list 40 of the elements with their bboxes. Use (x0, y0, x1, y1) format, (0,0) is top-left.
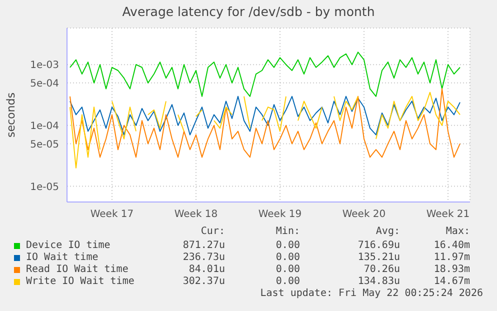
text: 0.00 (274, 252, 300, 263)
y-tick-label: 1e-05 (30, 182, 59, 193)
text: Min: (274, 226, 300, 237)
text: 14.67m (432, 276, 470, 287)
text: 716.69u (356, 240, 400, 251)
line-series (70, 52, 460, 97)
y-tick-label: 1e-04 (30, 120, 59, 132)
x-tick-label: Week 18 (174, 209, 218, 220)
text: Max: (444, 226, 470, 237)
x-tick-label: Week 21 (426, 209, 470, 220)
text: 302.37u (182, 276, 225, 287)
legend-label: Device IO time (26, 240, 110, 251)
text: 16.40m (432, 240, 470, 251)
text: 135.21u (356, 252, 400, 263)
x-tick-label: Week 17 (90, 209, 134, 220)
text: Cur: (200, 226, 225, 237)
text: 134.83u (356, 276, 400, 287)
y-tick-label: 5e-05 (30, 139, 59, 150)
line-series (70, 96, 460, 136)
text: 11.97m (432, 252, 470, 263)
text: 0.00 (274, 240, 300, 251)
legend-label: Read IO Wait time (26, 264, 128, 275)
x-tick-label: Week 19 (258, 209, 302, 220)
legend-label: Write IO Wait time (26, 276, 134, 287)
text: 84.01u (188, 264, 225, 275)
x-tick-label: Week 20 (342, 209, 386, 220)
chart-title: Average latency for /dev/sdb - by month (121, 3, 376, 21)
legend-label: IO Wait time (26, 252, 98, 263)
text: Avg: (374, 226, 400, 237)
y-tick-label: 5e-04 (30, 78, 59, 90)
text: 70.26u (362, 264, 400, 275)
text: 0.00 (274, 276, 300, 287)
text: 18.93m (432, 264, 470, 275)
text: 236.73u (182, 252, 225, 263)
text: 0.00 (274, 264, 300, 275)
y-axis-title: seconds (4, 92, 18, 138)
text: 871.27u (182, 240, 225, 251)
text: Last update: Fri May 22 00:25:24 2026 (260, 288, 483, 299)
y-tick-label: 1e-03 (30, 60, 59, 72)
line-series (70, 88, 460, 158)
